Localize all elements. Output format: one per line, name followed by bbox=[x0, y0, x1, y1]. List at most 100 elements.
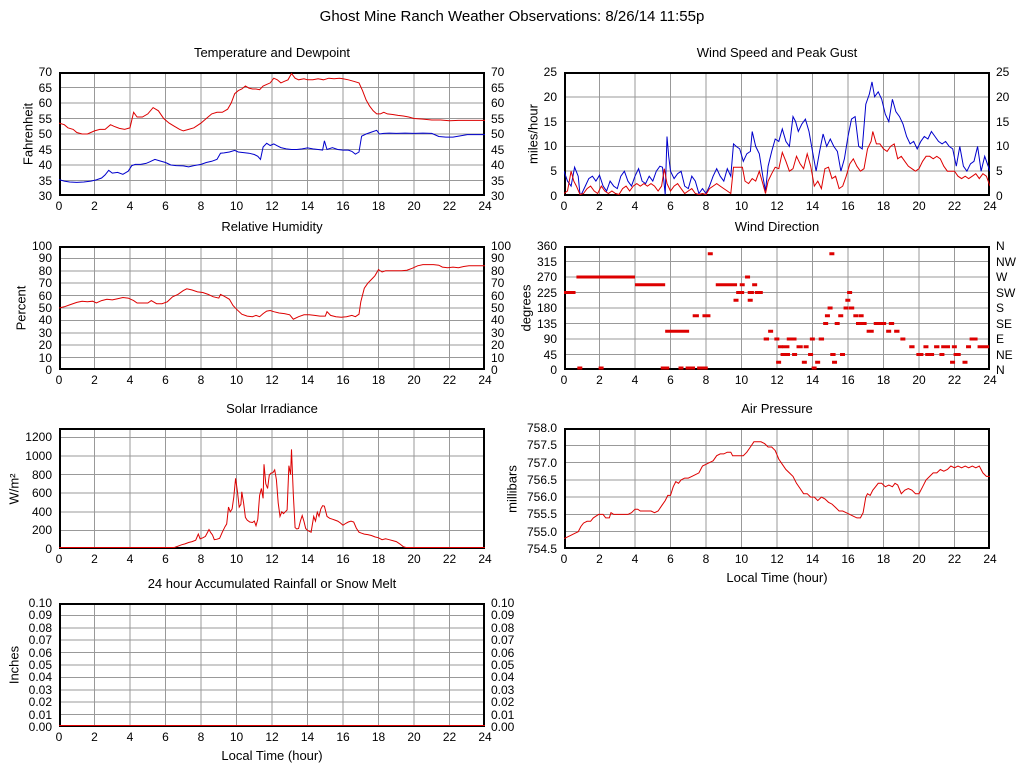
y-tick-label: 757.0 bbox=[526, 455, 557, 470]
y-tick-label: 70 bbox=[38, 65, 52, 79]
x-tick-label: 18 bbox=[371, 373, 386, 387]
x-tick-label: 20 bbox=[407, 552, 421, 566]
x-tick-label: 18 bbox=[876, 373, 891, 387]
x-tick-label: 6 bbox=[162, 552, 169, 566]
air-pressure-line bbox=[564, 441, 990, 540]
y-tick-label: 20 bbox=[543, 89, 557, 104]
x-tick-label: 12 bbox=[265, 199, 279, 213]
x-tick-label: 2 bbox=[596, 373, 603, 387]
x-tick-label: 22 bbox=[947, 373, 962, 387]
x-tick-label: 12 bbox=[770, 373, 784, 387]
y-tick-label-right: 55 bbox=[491, 111, 505, 126]
y-tick-label: 754.5 bbox=[526, 542, 557, 556]
x-tick-label: 14 bbox=[805, 552, 820, 566]
y-tick-label: 10 bbox=[38, 350, 52, 365]
x-tick-label: 16 bbox=[336, 199, 350, 213]
y-tick-label-right: 20 bbox=[491, 338, 505, 353]
x-tick-label: 10 bbox=[734, 552, 749, 566]
wind_direction-plot-area bbox=[564, 246, 990, 370]
y-tick-label-right: 60 bbox=[491, 96, 505, 110]
wind_speed-y-axis-label: miles/hour bbox=[525, 104, 541, 164]
y-tick-label: 90 bbox=[543, 332, 557, 346]
x-tick-label: 4 bbox=[631, 199, 639, 213]
y-tick-label: 0 bbox=[45, 363, 52, 377]
y-tick-label-right: 0 bbox=[996, 189, 1003, 203]
x-tick-label: 10 bbox=[229, 199, 244, 213]
x-tick-label: 18 bbox=[371, 199, 386, 213]
temperature-plot-area bbox=[59, 72, 485, 196]
x-tick-label: 16 bbox=[841, 199, 855, 213]
y-tick-label: 0 bbox=[550, 363, 557, 377]
x-tick-label: 0 bbox=[560, 199, 568, 213]
y-tick-label: 758.0 bbox=[526, 421, 557, 435]
x-tick-label: 0 bbox=[55, 730, 63, 744]
chart-title: Air Pressure bbox=[741, 401, 813, 416]
y-tick-label: 0.00 bbox=[28, 720, 52, 734]
y-tick-label-right: 0.00 bbox=[491, 720, 515, 734]
dewpoint-line bbox=[59, 129, 485, 183]
relative-humidity-line bbox=[59, 264, 485, 320]
y-tick-label: 270 bbox=[536, 270, 557, 284]
y-tick-label-right: 0.03 bbox=[491, 682, 515, 697]
x-tick-label: 8 bbox=[197, 552, 205, 566]
x-tick-label: 8 bbox=[197, 199, 205, 213]
y-tick-label-right: 25 bbox=[996, 65, 1010, 79]
y-tick-label: 40 bbox=[38, 158, 52, 172]
y-tick-label: 180 bbox=[536, 301, 557, 315]
y-tick-label-right: 0.10 bbox=[491, 596, 515, 610]
y-tick-label-right: 15 bbox=[996, 114, 1010, 129]
y-tick-label-right: 45 bbox=[491, 142, 505, 157]
y-tick-label: 65 bbox=[38, 80, 52, 95]
y-tick-label: 756.0 bbox=[526, 490, 557, 505]
chart-title: Temperature and Dewpoint bbox=[193, 45, 351, 60]
x-tick-label: 14 bbox=[300, 730, 315, 744]
rainfall-x-axis-label: Local Time (hour) bbox=[221, 748, 323, 763]
x-tick-label: 14 bbox=[300, 552, 315, 566]
y-tick-label: 30 bbox=[38, 189, 52, 203]
x-tick-label: 18 bbox=[371, 730, 386, 744]
x-tick-label: 24 bbox=[983, 199, 997, 213]
y-tick-label: 60 bbox=[38, 96, 52, 110]
y-tick-label: 1000 bbox=[25, 448, 52, 463]
y-tick-label-right: 60 bbox=[491, 288, 505, 303]
y-tick-label: 45 bbox=[543, 347, 557, 362]
y-tick-label-right: 10 bbox=[491, 350, 505, 365]
y-tick-label: 0.05 bbox=[28, 658, 52, 672]
y-tick-label-right: NE bbox=[996, 347, 1013, 362]
y-tick-label: 10 bbox=[543, 139, 557, 154]
x-tick-label: 14 bbox=[300, 373, 315, 387]
x-tick-label: 8 bbox=[702, 199, 710, 213]
x-tick-label: 4 bbox=[631, 373, 639, 387]
x-tick-label: 4 bbox=[631, 552, 639, 566]
x-tick-label: 18 bbox=[371, 552, 386, 566]
x-tick-label: 6 bbox=[667, 199, 674, 213]
x-tick-label: 16 bbox=[336, 552, 350, 566]
x-tick-label: 12 bbox=[770, 552, 784, 566]
y-tick-label: 200 bbox=[31, 523, 52, 538]
peak-gust-line bbox=[564, 81, 990, 196]
x-tick-label: 12 bbox=[265, 730, 279, 744]
x-tick-label: 6 bbox=[162, 730, 169, 744]
y-tick-label-right: W bbox=[996, 270, 1008, 284]
x-tick-label: 8 bbox=[702, 373, 710, 387]
y-tick-label: 400 bbox=[31, 504, 52, 519]
y-tick-label-right: 0.05 bbox=[491, 658, 515, 672]
y-tick-label-right: 40 bbox=[491, 158, 505, 172]
wind-direction-points bbox=[564, 252, 990, 370]
x-tick-label: 8 bbox=[197, 730, 205, 744]
x-tick-label: 0 bbox=[560, 373, 568, 387]
y-tick-label-right: 0.07 bbox=[491, 633, 515, 648]
x-tick-label: 0 bbox=[560, 552, 568, 566]
x-tick-label: 22 bbox=[947, 552, 962, 566]
x-tick-label: 24 bbox=[478, 199, 492, 213]
x-tick-label: 2 bbox=[596, 199, 603, 213]
y-tick-label-right: SE bbox=[996, 316, 1013, 331]
y-tick-label: 0.08 bbox=[28, 620, 52, 635]
humidity-plot-area bbox=[59, 246, 485, 370]
y-tick-label: 70 bbox=[38, 276, 52, 291]
y-tick-label-right: 0.04 bbox=[491, 670, 515, 685]
wind-speed-line bbox=[564, 131, 990, 196]
y-tick-label: 0 bbox=[550, 189, 557, 203]
x-tick-label: 24 bbox=[983, 373, 997, 387]
